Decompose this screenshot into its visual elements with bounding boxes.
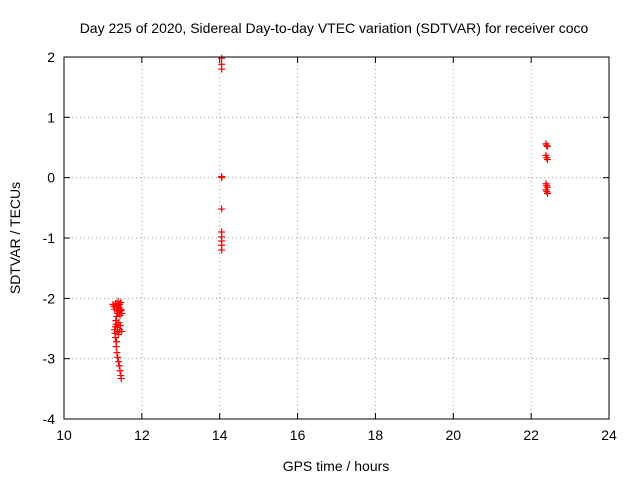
data-point bbox=[543, 142, 551, 150]
y-axis-label: SDTVAR / TECUs bbox=[7, 182, 23, 294]
data-point bbox=[113, 338, 121, 346]
data-point bbox=[115, 331, 122, 339]
data-point bbox=[542, 180, 550, 188]
data-points bbox=[109, 54, 551, 383]
y-tick-label: 0 bbox=[47, 170, 55, 186]
data-point bbox=[116, 321, 124, 329]
data-point bbox=[116, 305, 124, 313]
x-tick-label: 10 bbox=[56, 427, 72, 443]
data-point bbox=[543, 156, 551, 164]
data-point bbox=[115, 358, 122, 366]
data-point bbox=[218, 205, 226, 213]
data-point bbox=[113, 349, 121, 357]
data-point bbox=[115, 318, 123, 326]
y-tick-label: -2 bbox=[43, 290, 56, 306]
plot-frame bbox=[63, 56, 610, 420]
y-tick-label: -1 bbox=[43, 230, 56, 246]
data-point bbox=[218, 246, 226, 254]
x-tick-label: 22 bbox=[523, 427, 539, 443]
data-point bbox=[543, 188, 551, 196]
x-tick-label: 20 bbox=[445, 427, 461, 443]
data-point bbox=[543, 189, 551, 197]
y-tick-label: -3 bbox=[43, 351, 56, 367]
data-point bbox=[218, 65, 226, 73]
data-point bbox=[111, 334, 119, 342]
data-point bbox=[218, 174, 226, 182]
data-point bbox=[118, 328, 126, 336]
data-point bbox=[218, 54, 226, 62]
data-point bbox=[113, 312, 121, 320]
data-point bbox=[118, 309, 126, 317]
data-point bbox=[117, 299, 125, 307]
y-tick-label: -4 bbox=[43, 411, 56, 427]
chart-title: Day 225 of 2020, Sidereal Day-to-day VTE… bbox=[80, 20, 589, 36]
grid bbox=[64, 57, 609, 419]
x-tick-label: 18 bbox=[368, 427, 384, 443]
x-tick-label: 16 bbox=[290, 427, 306, 443]
y-tick-label: 1 bbox=[47, 109, 55, 125]
data-point bbox=[116, 367, 124, 375]
data-point bbox=[543, 182, 551, 190]
x-tick-label: 12 bbox=[134, 427, 150, 443]
data-point bbox=[543, 142, 551, 150]
data-point bbox=[115, 362, 123, 370]
x-tick-label: 24 bbox=[601, 427, 617, 443]
data-point bbox=[117, 375, 125, 383]
x-tick-label: 14 bbox=[212, 427, 228, 443]
x-axis-label: GPS time / hours bbox=[283, 458, 390, 474]
data-point bbox=[114, 353, 122, 361]
y-tick-label: 2 bbox=[47, 49, 55, 65]
